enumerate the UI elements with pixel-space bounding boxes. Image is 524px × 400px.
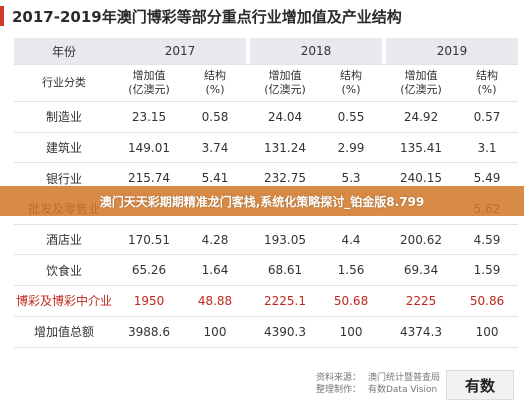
row-category: 酒店业	[14, 224, 114, 256]
year-2019-header: 2019	[386, 38, 519, 65]
table-row: 建筑业 149.01 3.74 131.24 2.99 135.41 3.1	[14, 132, 519, 164]
table-row: 增加值总额 3988.6 100 4390.3 100 4374.3 100	[14, 316, 519, 348]
value-cell: 4390.3	[250, 316, 321, 348]
value-cell: 24.04	[250, 101, 321, 133]
value-cell: 131.24	[250, 132, 321, 164]
pct-cell: 0.58	[184, 101, 247, 133]
value-cell: 68.61	[250, 254, 321, 287]
pct-cell: 0.57	[456, 101, 519, 133]
row-category: 建筑业	[14, 132, 114, 164]
value-cell: 200.62	[386, 224, 457, 256]
pct-cell: 1.64	[184, 254, 247, 287]
brand-logo: 有数	[446, 370, 514, 400]
table-body: 制造业 23.15 0.58 24.04 0.55 24.92 0.57 建筑业 149.01 3…	[14, 101, 519, 348]
made-by-value: 有数Data Vision	[367, 385, 438, 395]
pct-cell: 4.28	[184, 224, 247, 256]
value-header: 增加值 (亿澳元)	[114, 64, 184, 102]
data-table: 年份 2017 2018 2019 行业分类 增加值 (亿澳元) 结构 (%) 增加…	[14, 38, 519, 348]
pct-header: 结构 (%)	[320, 64, 383, 102]
value-cell: 193.05	[250, 224, 321, 256]
source-label: 资料来源：	[315, 373, 361, 383]
pct-cell: 0.55	[320, 101, 383, 133]
pct-cell: 4.59	[456, 224, 519, 256]
value-cell: 149.01	[114, 132, 184, 164]
row-category: 饮食业	[14, 254, 114, 287]
table-row: 酒店业 170.51 4.28 193.05 4.4 200.62 4.59	[14, 224, 519, 256]
value-cell: 3988.6	[114, 316, 184, 348]
pct-cell: 50.86	[456, 285, 519, 317]
year-2018-header: 2018	[250, 38, 383, 65]
pct-header: 结构 (%)	[456, 64, 519, 102]
value-cell: 69.34	[386, 254, 457, 287]
source-value: 澳门统计暨普查局	[367, 373, 440, 383]
page-title: 2017-2019年澳门博彩等部分重点行业增加值及产业结构	[12, 7, 402, 26]
value-header: 增加值 (亿澳元)	[250, 64, 321, 102]
value-cell: 2225.1	[250, 285, 321, 317]
row-category: 增加值总额	[14, 316, 114, 348]
pct-cell: 3.74	[184, 132, 247, 164]
year-label: 年份	[14, 38, 114, 65]
overlay-banner[interactable]: 澳门天天彩期期精准龙门客栈,系统化策略探讨_铂金版8.799	[0, 186, 524, 216]
banner-text[interactable]: 澳门天天彩期期精准龙门客栈,系统化策略探讨_铂金版8.799	[99, 194, 425, 209]
pct-cell: 100	[320, 316, 383, 348]
title-accent-bar	[0, 6, 4, 26]
value-cell: 24.92	[386, 101, 457, 133]
source-block: 资料来源： 澳门统计暨普查局 整理制作： 有数Data Vision	[316, 372, 440, 396]
value-cell: 2225	[386, 285, 457, 317]
pct-cell: 48.88	[184, 285, 247, 317]
pct-cell: 3.1	[456, 132, 519, 164]
pct-cell: 1.59	[456, 254, 519, 287]
value-header: 增加值 (亿澳元)	[386, 64, 457, 102]
category-header: 行业分类	[14, 64, 114, 102]
footer: 资料来源： 澳门统计暨普查局 整理制作： 有数Data Vision 有数	[0, 368, 524, 400]
value-cell: 65.26	[114, 254, 184, 287]
table-row: 博彩及博彩中介业 1950 48.88 2225.1 50.68 2225 50.86	[14, 285, 519, 317]
pct-cell: 2.99	[320, 132, 383, 164]
year-header-row: 年份 2017 2018 2019	[14, 38, 519, 65]
pct-cell: 4.4	[320, 224, 383, 256]
subheader-row: 行业分类 增加值 (亿澳元) 结构 (%) 增加值 (亿澳元) 结构 (%) 增加值 (亿…	[14, 64, 519, 102]
value-cell: 170.51	[114, 224, 184, 256]
made-by-label: 整理制作：	[315, 385, 361, 395]
year-2017-header: 2017	[114, 38, 247, 65]
pct-cell: 100	[184, 316, 247, 348]
value-cell: 4374.3	[386, 316, 457, 348]
title-bar: 2017-2019年澳门博彩等部分重点行业增加值及产业结构	[0, 0, 524, 32]
row-category: 制造业	[14, 101, 114, 133]
pct-cell: 1.56	[320, 254, 383, 287]
value-cell: 1950	[114, 285, 184, 317]
row-category: 博彩及博彩中介业	[14, 285, 114, 317]
pct-cell: 50.68	[320, 285, 383, 317]
table-row: 饮食业 65.26 1.64 68.61 1.56 69.34 1.59	[14, 254, 519, 287]
table-row: 制造业 23.15 0.58 24.04 0.55 24.92 0.57	[14, 101, 519, 133]
pct-cell: 100	[456, 316, 519, 348]
value-cell: 135.41	[386, 132, 457, 164]
value-cell: 23.15	[114, 101, 184, 133]
pct-header: 结构 (%)	[184, 64, 247, 102]
